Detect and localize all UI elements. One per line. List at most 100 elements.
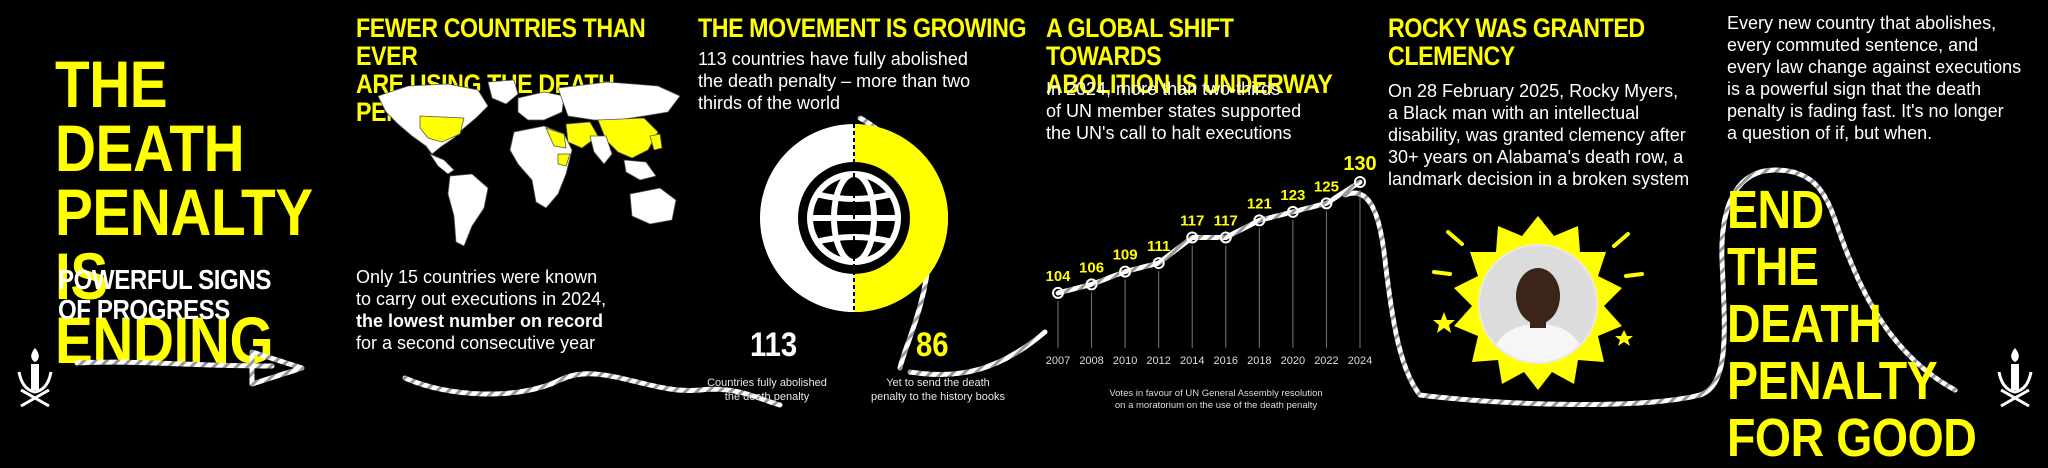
subtitle-line: OF PROGRESS: [58, 294, 230, 325]
main-title-line: THE DEATH: [55, 47, 245, 185]
panel5-body: On 28 February 2025, Rocky Myers, a Blac…: [1388, 80, 1718, 190]
panel6-body: Every new country that abolishes, every …: [1727, 12, 2047, 144]
candle-logo-icon: [17, 348, 53, 408]
panel-movement-growing: THE MOVEMENT IS GROWING 113 countries ha…: [698, 0, 1027, 427]
panel4-heading-line: A GLOBAL SHIFT TOWARDS: [1046, 13, 1234, 71]
chart-point: [1354, 176, 1366, 188]
chart-point: [1052, 286, 1064, 299]
panel2-body: Only 15 countries were known to carry ou…: [356, 266, 696, 354]
panel4-body-line: the UN's call to halt executions: [1046, 123, 1292, 143]
panel6-body-line: every law change against executions: [1727, 57, 2022, 77]
chart-x-tick-label: 2010: [1113, 355, 1137, 367]
stat-caption-line: Countries fully abolished: [707, 377, 827, 389]
stat-caption-line: Yet to send the death: [886, 377, 990, 389]
chart-caption-line: on a moratorium on the use of the death …: [1114, 400, 1318, 411]
panel3-body-line: 113 countries have fully abolished: [698, 49, 968, 69]
stat-retaining-caption: Yet to send the death penalty to the his…: [853, 376, 1023, 404]
chart-data-label: 111: [1147, 238, 1170, 255]
chart-point: [1186, 231, 1199, 244]
closing-title: END THE DEATH PENALTY FOR GOOD: [1727, 182, 1985, 467]
stat-caption-line: the death penalty: [724, 391, 810, 403]
panel5-body-line: disability, was granted clemency after: [1388, 125, 1686, 145]
stat-caption-line: penalty to the history books: [871, 391, 1005, 403]
subtitle: POWERFUL SIGNS OF PROGRESS: [58, 265, 271, 325]
chart-point: [1085, 278, 1098, 291]
panel4-body-line: In 2024, more than two-thirds: [1046, 79, 1281, 99]
stat-abolished-caption: Countries fully abolished the death pena…: [692, 376, 842, 404]
panel5-heading-line: ROCKY WAS GRANTED: [1388, 13, 1645, 43]
chart-x-tick-label: 2007: [1046, 355, 1070, 367]
closing-title-line: PENALTY: [1727, 351, 1938, 411]
main-title-line: PENALTY: [55, 175, 313, 249]
panel2-body-bold: the lowest number on record: [356, 311, 604, 331]
main-title: THE DEATH PENALTY IS ENDING: [55, 47, 313, 373]
chart-data-label: 123: [1280, 187, 1305, 204]
chart-data-label: 104: [1046, 268, 1071, 285]
chart-series-line: [1055, 179, 1363, 296]
panel5-body-line: landmark decision in a broken system: [1388, 169, 1690, 189]
closing-title-line: FOR GOOD: [1727, 408, 1977, 468]
panel5-body-line: On 28 February 2025, Rocky Myers,: [1388, 81, 1679, 101]
chart-x-tick-label: 2008: [1079, 355, 1103, 367]
chart-x-tick-label: 2018: [1247, 355, 1271, 367]
panel2-body-line: to carry out executions in 2024,: [356, 289, 607, 309]
panel4-heading-line: ABOLITION IS UNDERWAY: [1046, 69, 1333, 99]
panel4-body-line: of UN member states supported: [1046, 101, 1302, 121]
panel6-body-line: a question of if, but when.: [1727, 123, 1933, 143]
subtitle-line: POWERFUL SIGNS: [58, 264, 271, 295]
chart-point: [1119, 265, 1132, 278]
panel3-body: 113 countries have fully abolished the d…: [698, 48, 1018, 114]
chart-data-label: 109: [1113, 247, 1138, 264]
chart-x-tick-label: 2024: [1348, 355, 1372, 367]
closing-title-line: THE DEATH: [1727, 237, 1882, 354]
panel4-body: In 2024, more than two-thirds of UN memb…: [1046, 78, 1366, 144]
chart-data-label: 106: [1079, 259, 1104, 276]
chart-x-tick-label: 2012: [1146, 355, 1170, 367]
panel5-heading: ROCKY WAS GRANTED CLEMENCY: [1388, 14, 1680, 70]
panel4-heading: A GLOBAL SHIFT TOWARDS ABOLITION IS UNDE…: [1046, 14, 1338, 98]
panel6-body-line: every commuted sentence, and: [1727, 35, 1979, 55]
world-map: [377, 79, 681, 247]
panel5-heading-line: CLEMENCY: [1388, 41, 1515, 71]
chart-point: [1219, 231, 1232, 244]
panel6-body-line: is a powerful sign that the death: [1727, 79, 1982, 99]
closing-title-line: END: [1727, 180, 1824, 240]
panel-intro: THE DEATH PENALTY IS ENDING POWERFUL SIG…: [0, 0, 340, 427]
chart-x-tick-label: 2022: [1314, 355, 1338, 367]
panel2-body-line: Only 15 countries were known: [356, 267, 598, 287]
panel6-body-line: penalty is fading fast. It's no longer: [1727, 101, 2004, 121]
chart-point: [1320, 197, 1333, 210]
panel5-body-line: 30+ years on Alabama's death row, a: [1388, 147, 1684, 167]
stat-retaining-value: 86: [916, 326, 949, 364]
panel2-heading-line: FEWER COUNTRIES THAN EVER: [356, 13, 646, 71]
chart-data-label: 125: [1314, 178, 1339, 195]
chart-data-label: 117: [1180, 212, 1204, 229]
chart-point: [1286, 205, 1299, 218]
candle-logo-icon: [1997, 348, 2033, 408]
panel2-body-line: for a second consecutive year: [356, 333, 596, 353]
panel3-heading: THE MOVEMENT IS GROWING: [698, 13, 1027, 43]
panel5-body-line: a Black man with an intellectual: [1388, 103, 1640, 123]
chart-point: [1253, 214, 1266, 227]
chart-point: [1152, 257, 1165, 270]
panel6-body-line: Every new country that abolishes,: [1727, 13, 1997, 33]
panel-rocky-clemency: ROCKY WAS GRANTED CLEMENCY On 28 Februar…: [1388, 0, 1718, 427]
chart-data-label: 121: [1247, 195, 1272, 212]
chart-x-tick-label: 2014: [1180, 355, 1204, 367]
chart-caption: Votes in favour of UN General Assembly r…: [1066, 388, 1366, 412]
arrow-icon: [74, 349, 305, 387]
chart-x-tick-label: 2020: [1281, 355, 1305, 367]
stat-abolished-value: 113: [750, 326, 798, 364]
chart-data-label: 117: [1214, 212, 1238, 229]
panel3-body-line: the death penalty – more than two: [698, 71, 971, 91]
panel-global-shift: A GLOBAL SHIFT TOWARDS ABOLITION IS UNDE…: [1046, 0, 1376, 427]
panel-fewer-countries: FEWER COUNTRIES THAN EVER ARE USING THE …: [356, 0, 696, 427]
chart-x-tick-label: 2016: [1214, 355, 1238, 367]
votes-line-chart: 2007 2008 2010 2012 2014 2016 2018 2020 2022 2024…: [1046, 153, 1376, 367]
donut-globe: [760, 124, 948, 312]
chart-data-label: 130: [1343, 153, 1376, 175]
panel-end-death-penalty: Every new country that abolishes, every …: [1727, 0, 2048, 467]
panel3-body-line: thirds of the world: [698, 93, 841, 113]
portrait-photo: [1432, 216, 1644, 390]
chart-caption-line: Votes in favour of UN General Assembly r…: [1109, 388, 1323, 399]
